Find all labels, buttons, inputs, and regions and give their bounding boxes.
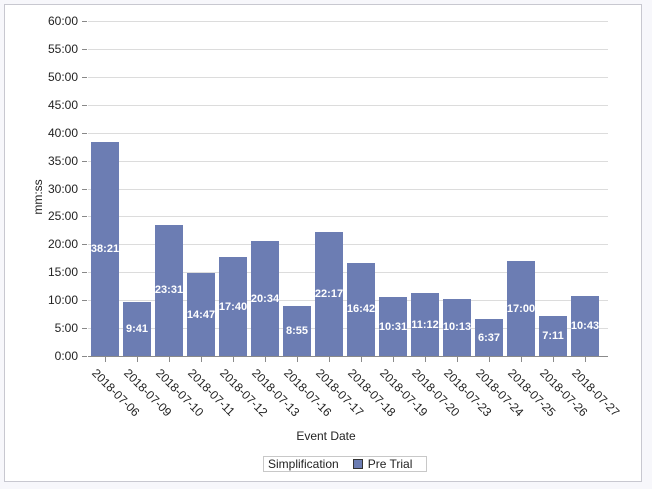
x-tick-mark (521, 357, 522, 362)
bar-value-label: 10:31 (378, 320, 408, 333)
bar[interactable] (443, 298, 471, 356)
bar[interactable] (251, 241, 279, 356)
y-tick-label: 50:00 (47, 69, 78, 84)
x-tick-mark (169, 357, 170, 362)
y-tick-mark (82, 216, 87, 217)
x-tick-mark (105, 357, 106, 362)
gridline (88, 105, 608, 106)
y-tick-mark (82, 161, 87, 162)
y-tick-label: 55:00 (47, 41, 78, 56)
y-tick-label: 30:00 (47, 181, 78, 196)
x-axis-line (88, 356, 608, 357)
y-tick-mark (82, 21, 87, 22)
gridline (88, 161, 608, 162)
bar[interactable] (539, 315, 567, 356)
bar-value-label: 20:34 (250, 292, 280, 305)
x-tick-mark (233, 357, 234, 362)
bar[interactable] (283, 306, 311, 356)
y-tick-mark (82, 244, 87, 245)
bar[interactable] (219, 257, 247, 356)
x-tick-mark (329, 357, 330, 362)
x-tick-mark (265, 357, 266, 362)
x-tick-mark (553, 357, 554, 362)
bar-value-label: 17:00 (506, 302, 536, 315)
x-tick-mark (489, 357, 490, 362)
y-tick-label: 35:00 (47, 153, 78, 168)
bar[interactable] (379, 297, 407, 356)
bar-value-label: 14:47 (186, 308, 216, 321)
bar-value-label: 23:31 (154, 284, 184, 297)
y-tick-mark (82, 189, 87, 190)
bar[interactable] (475, 319, 503, 356)
gridline (88, 216, 608, 217)
bar[interactable] (187, 273, 215, 356)
bar[interactable] (347, 262, 375, 356)
x-tick-mark (137, 357, 138, 362)
bar-value-label: 16:42 (346, 303, 376, 316)
bar[interactable] (507, 261, 535, 356)
y-tick-label: 25:00 (47, 209, 78, 224)
y-tick-label: 45:00 (47, 97, 78, 112)
y-tick-mark (82, 105, 87, 106)
y-tick-label: 0:00 (54, 349, 78, 363)
y-tick-mark (82, 328, 87, 329)
x-tick-mark (201, 357, 202, 362)
x-tick-mark (361, 357, 362, 362)
x-tick-mark (297, 357, 298, 362)
gridline (88, 133, 608, 134)
y-tick-label: 60:00 (47, 14, 78, 28)
y-tick-mark (82, 356, 87, 357)
gridline (88, 77, 608, 78)
legend-swatch-icon (352, 459, 363, 469)
bar[interactable] (155, 224, 183, 356)
gridline (88, 49, 608, 50)
bar[interactable] (315, 231, 343, 356)
legend-title: Simplification (268, 457, 339, 471)
bar-value-label: 10:43 (570, 320, 600, 333)
y-tick-label: 5:00 (54, 321, 78, 336)
x-tick-mark (457, 357, 458, 362)
x-tick-mark (425, 357, 426, 362)
y-axis-title: mm:ss (31, 179, 45, 215)
y-tick-label: 10:00 (47, 293, 78, 308)
gridline (88, 21, 608, 22)
y-tick-label: 15:00 (47, 265, 78, 280)
bar-value-label: 17:40 (218, 300, 248, 313)
bar-value-label: 10:13 (442, 321, 472, 334)
y-tick-mark (82, 133, 87, 134)
y-tick-mark (82, 272, 87, 273)
bar-value-label: 6:37 (477, 331, 501, 344)
y-tick-label: 40:00 (47, 125, 78, 140)
x-tick-mark (393, 357, 394, 362)
y-tick-mark (82, 49, 87, 50)
y-tick-mark (82, 300, 87, 301)
y-tick-label: 20:00 (47, 237, 78, 252)
bar-value-label: 8:55 (285, 325, 309, 338)
legend-entry-pre-trial: Pre Trial (367, 457, 413, 471)
bar[interactable] (123, 301, 151, 356)
bar-value-label: 11:12 (411, 318, 439, 331)
gridline (88, 189, 608, 190)
bar-value-label: 38:21 (90, 242, 120, 255)
x-tick-mark (585, 357, 586, 362)
y-tick-mark (82, 77, 87, 78)
gridline (88, 244, 608, 245)
legend: Simplification Pre Trial (263, 456, 427, 472)
bar-value-label: 7:11 (542, 329, 564, 342)
bar-value-label: 9:41 (125, 322, 149, 335)
bar[interactable] (91, 141, 119, 356)
bar[interactable] (411, 293, 439, 356)
bar-value-label: 22:17 (314, 287, 344, 300)
bar[interactable] (571, 296, 599, 356)
x-axis-title: Event Date (296, 429, 356, 443)
